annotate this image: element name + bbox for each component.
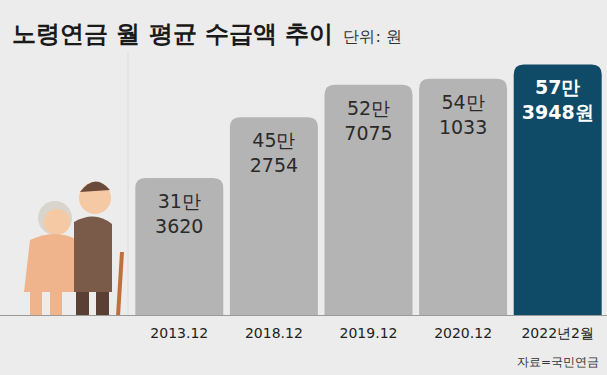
tick-label: 2013.12 <box>150 325 208 341</box>
illustration <box>24 181 122 316</box>
data-label: 31만3620 <box>155 190 203 237</box>
bar <box>135 178 223 315</box>
tick-label: 2018.12 <box>245 325 303 341</box>
tick-label: 2019.12 <box>340 325 398 341</box>
tick-label: 2020.12 <box>434 325 492 341</box>
chart: 노령연금 월 평균 수급액 추이 단위: 원 31만3620 2013.12 45만27… <box>0 0 607 375</box>
bar <box>514 64 602 315</box>
subtitle: 단위: 원 <box>343 27 401 46</box>
data-label: 52만7075 <box>344 97 392 144</box>
baseline <box>0 315 607 316</box>
bar <box>325 85 413 315</box>
background <box>0 0 607 375</box>
data-label: 54만1033 <box>439 91 487 138</box>
bar <box>230 117 318 315</box>
labels: 31만3620 2013.12 45만2754 2018.12 52만7075 2019.… <box>150 76 594 341</box>
bar <box>419 79 507 315</box>
title: 노령연금 월 평균 수급액 추이 <box>12 20 333 48</box>
data-label: 45만2754 <box>250 129 298 176</box>
value-axis <box>128 53 129 315</box>
tick-label: 2022년2월 <box>521 325 594 341</box>
bars <box>135 64 601 315</box>
source: 자료=국민연금 <box>517 355 599 369</box>
data-label: 57만3948원 <box>522 76 594 123</box>
